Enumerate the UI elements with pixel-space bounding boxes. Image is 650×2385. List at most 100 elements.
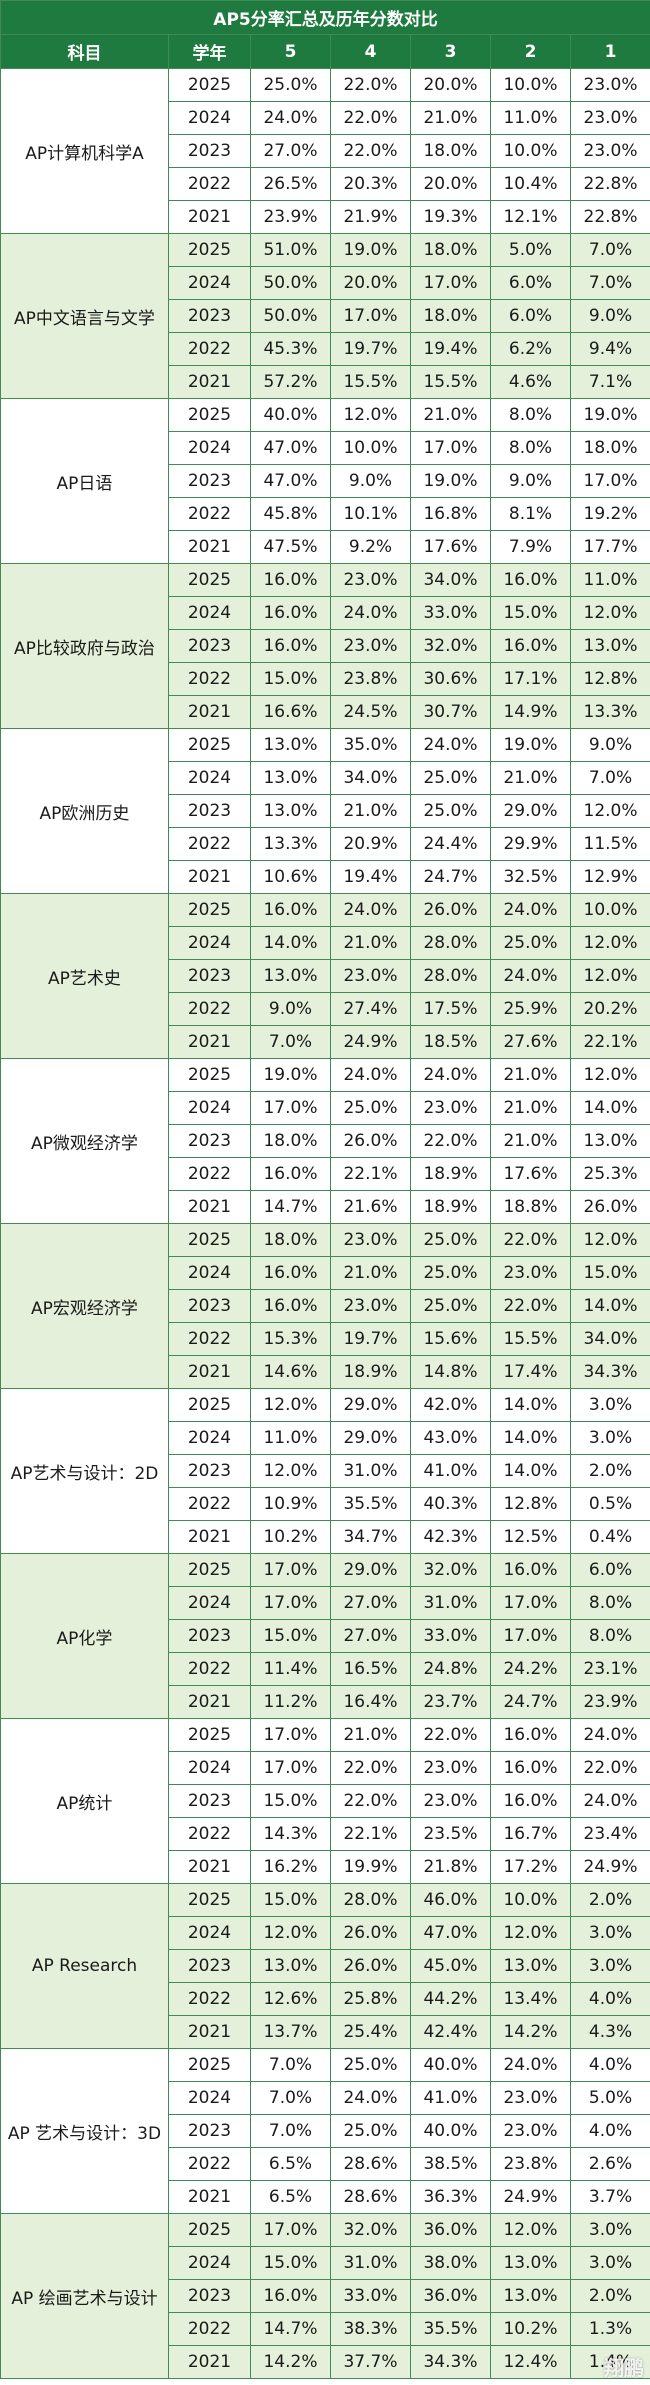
score-2-cell: 25.9%: [490, 992, 571, 1026]
score-5-cell: 47.0%: [250, 464, 331, 498]
subject-cell: AP计算机科学A: [0, 68, 169, 234]
year-cell: 2021: [168, 860, 251, 894]
subject-group: AP Research 2025 15.0% 28.0% 46.0% 10.0% 2.0% 2…: [0, 1883, 650, 2049]
score-4-cell: 35.0%: [330, 728, 411, 762]
year-cell: 2021: [168, 2345, 251, 2379]
score-5-cell: 18.0%: [250, 1124, 331, 1158]
score-5-cell: 18.0%: [250, 1223, 331, 1257]
score-3-cell: 14.8%: [410, 1355, 491, 1389]
score-2-cell: 21.0%: [490, 1091, 571, 1125]
score-5-cell: 7.0%: [250, 2048, 331, 2082]
score-5-cell: 6.5%: [250, 2147, 331, 2181]
score-2-cell: 12.4%: [490, 2345, 571, 2379]
table-title: AP5分率汇总及历年分数对比: [0, 0, 650, 35]
score-3-cell: 23.5%: [410, 1817, 491, 1851]
score-4-cell: 31.0%: [330, 1454, 411, 1488]
score-2-cell: 21.0%: [490, 761, 571, 795]
score-4-cell: 25.8%: [330, 1982, 411, 2016]
subject-group: AP欧洲历史 2025 13.0% 35.0% 24.0% 19.0% 9.0% 2024 13…: [0, 728, 650, 894]
score-3-cell: 19.3%: [410, 200, 491, 234]
score-4-cell: 24.0%: [330, 596, 411, 630]
score-5-cell: 15.0%: [250, 1883, 331, 1917]
score-2-cell: 13.4%: [490, 1982, 571, 2016]
score-5-cell: 17.0%: [250, 1091, 331, 1125]
score-3-cell: 36.0%: [410, 2279, 491, 2313]
score-3-cell: 25.0%: [410, 1289, 491, 1323]
year-cell: 2021: [168, 1520, 251, 1554]
subject-group: AP艺术史 2025 16.0% 24.0% 26.0% 24.0% 10.0% 2024 14…: [0, 893, 650, 1059]
table-row: 2022 26.5% 20.3% 20.0% 10.4% 22.8%: [1, 167, 650, 201]
score-1-cell: 11.5%: [569, 827, 650, 861]
score-5-cell: 17.0%: [250, 1718, 331, 1752]
year-cell: 2021: [168, 365, 251, 399]
score-5-cell: 10.2%: [250, 1520, 331, 1554]
score-2-cell: 16.0%: [490, 563, 571, 597]
score-5-cell: 14.6%: [250, 1355, 331, 1389]
score-4-cell: 24.0%: [330, 893, 411, 927]
year-cell: 2021: [168, 1850, 251, 1884]
score-3-cell: 33.0%: [410, 1619, 491, 1653]
table-row: 2022 14.7% 38.3% 35.5% 10.2% 1.3%: [1, 2312, 650, 2346]
year-cell: 2021: [168, 2015, 251, 2049]
year-cell: 2024: [168, 1751, 251, 1785]
score-2-cell: 8.1%: [490, 497, 571, 531]
table-row: 2024 17.0% 25.0% 23.0% 21.0% 14.0%: [1, 1091, 650, 1125]
score-5-cell: 57.2%: [250, 365, 331, 399]
score-4-cell: 10.1%: [330, 497, 411, 531]
score-2-cell: 14.2%: [490, 2015, 571, 2049]
table-row: 2024 12.0% 26.0% 47.0% 12.0% 3.0%: [1, 1916, 650, 1950]
score-5-cell: 7.0%: [250, 1025, 331, 1059]
score-4-cell: 17.0%: [330, 299, 411, 333]
score-4-cell: 19.7%: [330, 1322, 411, 1356]
score-2-cell: 32.5%: [490, 860, 571, 894]
score-1-cell: 2.0%: [569, 2279, 650, 2313]
score-2-cell: 22.0%: [490, 1289, 571, 1323]
score-4-cell: 20.3%: [330, 167, 411, 201]
header-score-1: 1: [569, 34, 650, 69]
score-4-cell: 9.2%: [330, 530, 411, 564]
year-cell: 2023: [168, 2279, 251, 2313]
year-cell: 2025: [168, 1058, 251, 1092]
year-cell: 2022: [168, 1487, 251, 1521]
score-5-cell: 15.0%: [250, 662, 331, 696]
score-2-cell: 16.7%: [490, 1817, 571, 1851]
score-2-cell: 17.4%: [490, 1355, 571, 1389]
score-2-cell: 23.0%: [490, 1256, 571, 1290]
table-row: 2023 7.0% 25.0% 40.0% 23.0% 4.0%: [1, 2114, 650, 2148]
score-1-cell: 23.1%: [569, 1652, 650, 1686]
table-row: 2023 12.0% 31.0% 41.0% 14.0% 2.0%: [1, 1454, 650, 1488]
score-1-cell: 12.0%: [569, 596, 650, 630]
score-1-cell: 1.3%: [569, 2312, 650, 2346]
subject-group: AP艺术与设计：2D 2025 12.0% 29.0% 42.0% 14.0% 3.0% 20…: [0, 1388, 650, 1554]
score-3-cell: 32.0%: [410, 629, 491, 663]
score-4-cell: 35.5%: [330, 1487, 411, 1521]
score-4-cell: 22.1%: [330, 1817, 411, 1851]
score-1-cell: 3.0%: [569, 2213, 650, 2247]
score-2-cell: 14.9%: [490, 695, 571, 729]
score-4-cell: 26.0%: [330, 1916, 411, 1950]
table-row: 2022 9.0% 27.4% 17.5% 25.9% 20.2%: [1, 992, 650, 1026]
score-3-cell: 33.0%: [410, 596, 491, 630]
score-3-cell: 36.0%: [410, 2213, 491, 2247]
score-1-cell: 3.0%: [569, 1916, 650, 1950]
table-row: 2024 7.0% 24.0% 41.0% 23.0% 5.0%: [1, 2081, 650, 2115]
subject-cell: AP艺术史: [0, 893, 169, 1059]
year-cell: 2024: [168, 2246, 251, 2280]
score-4-cell: 22.0%: [330, 101, 411, 135]
score-3-cell: 47.0%: [410, 1916, 491, 1950]
score-5-cell: 51.0%: [250, 233, 331, 267]
score-4-cell: 24.0%: [330, 1058, 411, 1092]
score-3-cell: 21.0%: [410, 101, 491, 135]
table-row: 2022 15.3% 19.7% 15.6% 15.5% 34.0%: [1, 1322, 650, 1356]
year-cell: 2023: [168, 1784, 251, 1818]
score-5-cell: 50.0%: [250, 299, 331, 333]
score-5-cell: 19.0%: [250, 1058, 331, 1092]
year-cell: 2022: [168, 1817, 251, 1851]
table-row: 2024 17.0% 27.0% 31.0% 17.0% 8.0%: [1, 1586, 650, 1620]
score-4-cell: 19.9%: [330, 1850, 411, 1884]
table-row: AP统计 2025 17.0% 21.0% 22.0% 16.0% 24.0%: [0, 1718, 650, 1884]
year-cell: 2025: [168, 2048, 251, 2082]
score-3-cell: 18.9%: [410, 1157, 491, 1191]
score-5-cell: 17.0%: [250, 1553, 331, 1587]
